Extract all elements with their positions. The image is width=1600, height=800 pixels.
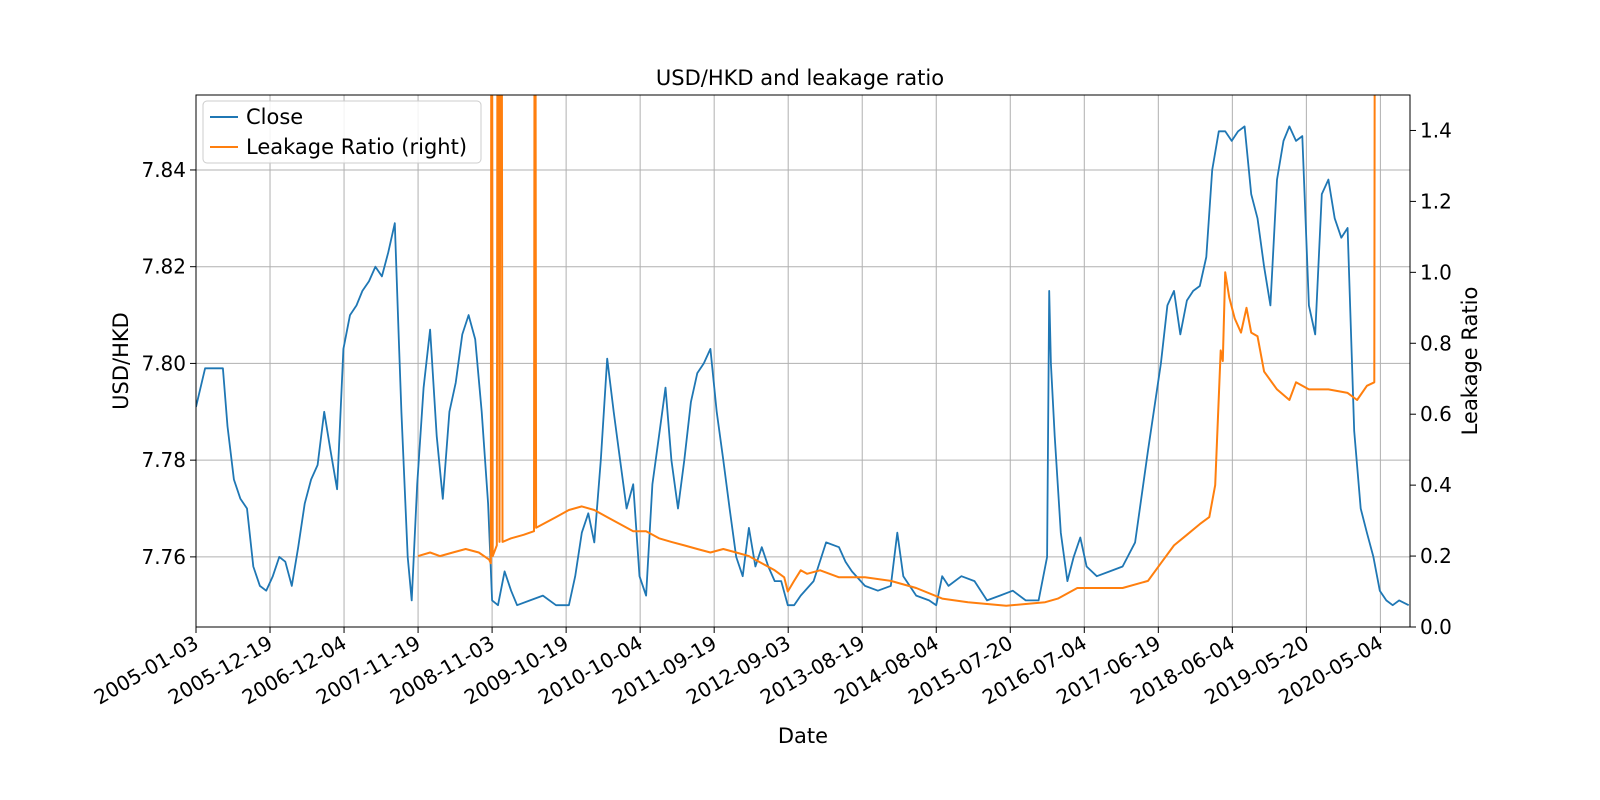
y2-tick-label: 0.6: [1420, 402, 1452, 426]
chart-title: USD/HKD and leakage ratio: [656, 66, 944, 90]
legend-label-leakage-ratio: Leakage Ratio (right): [246, 135, 467, 159]
y2-tick-label: 0.8: [1420, 331, 1452, 355]
legend: Close Leakage Ratio (right): [202, 100, 482, 164]
y-tick-label: 7.84: [141, 158, 186, 182]
series-leakage-ratio-line: [417, 95, 1376, 607]
y2-tick-label: 1.2: [1420, 189, 1452, 213]
legend-box: [202, 100, 482, 164]
y-tick-label: 7.82: [141, 255, 186, 279]
y-tick-label: 7.76: [141, 545, 186, 569]
y-tick-label: 7.78: [141, 448, 186, 472]
y2-tick-label: 1.0: [1420, 260, 1452, 284]
y-axis-left: 7.76 7.78 7.80 7.82 7.84: [141, 158, 196, 569]
legend-label-close: Close: [246, 105, 303, 129]
y-axis-right: 0.0 0.2 0.4 0.6 0.8 1.0 1.2 1.4: [1410, 118, 1452, 639]
y2-tick-label: 0.4: [1420, 473, 1452, 497]
grid: [195, 95, 1410, 627]
plot-frame: [195, 94, 1411, 628]
y2-tick-label: 0.0: [1420, 615, 1452, 639]
y2-tick-label: 1.4: [1420, 118, 1452, 142]
y-axis-label: USD/HKD: [109, 312, 133, 410]
y2-axis-label: Leakage Ratio: [1458, 287, 1482, 436]
series-layer: [196, 95, 1410, 607]
x-axis: 2005-01-032005-12-192006-12-042007-11-19…: [90, 627, 1387, 709]
y-tick-label: 7.80: [141, 351, 186, 375]
series-close-line: [196, 125, 1410, 607]
x-axis-label: Date: [778, 724, 828, 748]
y2-tick-label: 0.2: [1420, 544, 1452, 568]
